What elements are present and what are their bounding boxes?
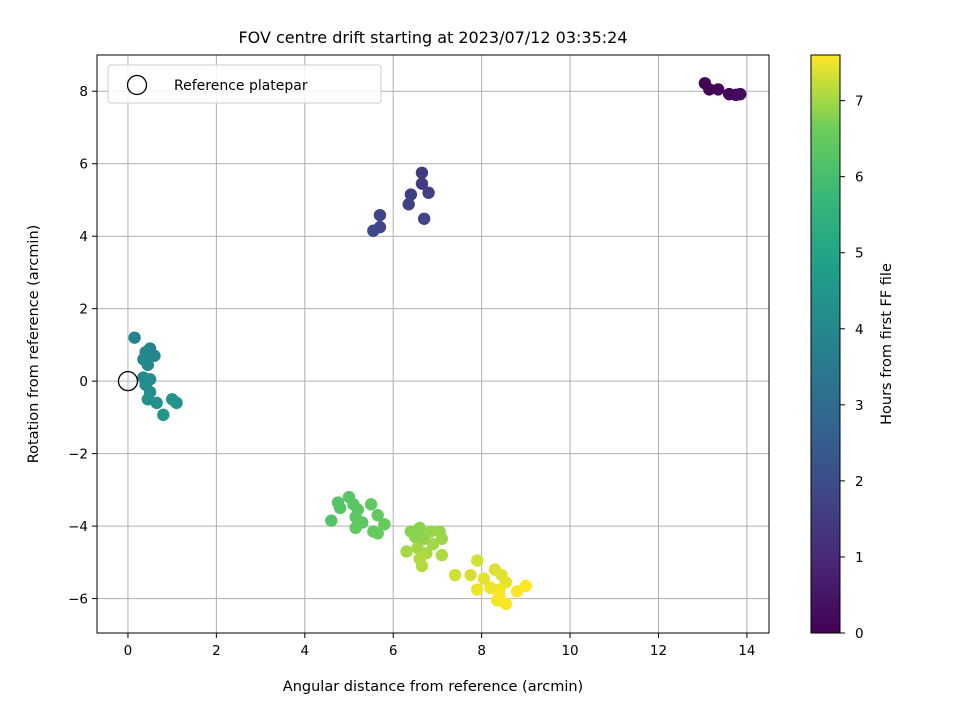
data-point — [349, 521, 362, 535]
reference-point — [117, 370, 139, 392]
x-tick-label: 4 — [300, 643, 309, 659]
data-point — [471, 583, 484, 596]
y-tick-label: 4 — [79, 229, 88, 245]
data-point — [711, 83, 725, 96]
legend: Reference platepar — [107, 64, 382, 104]
data-point — [519, 579, 533, 593]
y-axis-ticks: −6 −4 −2 0 2 4 6 8 — [68, 84, 97, 608]
colorbar-tick-label: 7 — [855, 94, 864, 110]
y-tick-label: −4 — [68, 519, 88, 535]
data-point — [477, 572, 491, 585]
data-point — [415, 166, 429, 179]
y-tick-label: 6 — [79, 157, 88, 173]
data-point — [364, 498, 378, 511]
colorbar-tick-label: 0 — [855, 626, 864, 642]
legend-box — [107, 64, 382, 104]
data-point — [157, 408, 170, 422]
x-tick-label: 2 — [212, 643, 221, 659]
data-point — [426, 538, 440, 551]
x-axis-ticks: 0 2 4 6 8 10 12 14 — [124, 633, 755, 659]
x-tick-label: 0 — [124, 643, 133, 659]
reference-marker — [117, 370, 139, 392]
x-tick-label: 8 — [477, 643, 486, 659]
y-tick-label: −2 — [68, 447, 88, 463]
data-point — [170, 396, 183, 410]
data-point — [464, 568, 477, 582]
data-point — [325, 514, 338, 527]
data-point — [373, 208, 387, 222]
plot-area-frame — [96, 54, 770, 634]
y-axis-label: Rotation from reference (arcmin) — [26, 225, 42, 464]
data-point — [424, 525, 437, 538]
legend-label: Reference platepar — [174, 78, 308, 94]
data-point — [402, 198, 415, 211]
colorbar — [810, 54, 841, 634]
x-tick-label: 10 — [561, 643, 578, 659]
data-point — [435, 548, 449, 562]
data-point — [371, 527, 384, 540]
data-point — [734, 87, 747, 101]
colorbar-ticks: 0 1 2 3 4 5 6 7 — [840, 94, 864, 642]
grid-lines — [97, 55, 769, 633]
x-tick-label: 6 — [389, 643, 398, 659]
chart-title: FOV centre drift starting at 2023/07/12 … — [238, 28, 627, 47]
data-points — [128, 77, 747, 611]
colorbar-tick-label: 3 — [855, 398, 864, 414]
data-point — [333, 501, 347, 515]
data-point — [415, 559, 429, 573]
colorbar-tick-label: 6 — [855, 170, 864, 186]
colorbar-tick-label: 1 — [855, 550, 864, 566]
data-point — [415, 177, 429, 190]
data-point — [493, 588, 506, 602]
data-point — [499, 597, 513, 611]
data-point — [378, 518, 391, 531]
data-point — [128, 331, 141, 344]
colorbar-tick-label: 5 — [855, 246, 864, 262]
data-point — [150, 396, 163, 410]
data-point — [148, 349, 161, 362]
colorbar-label: Hours from first FF file — [879, 263, 895, 425]
data-point — [400, 545, 413, 558]
colorbar-tick-label: 4 — [855, 322, 864, 338]
y-tick-label: −6 — [68, 592, 88, 608]
data-point — [471, 554, 484, 567]
data-point — [141, 358, 155, 372]
data-point — [703, 83, 716, 96]
colorbar-tick-label: 2 — [855, 474, 864, 490]
x-tick-label: 12 — [650, 643, 667, 659]
data-point — [371, 509, 384, 522]
data-point — [448, 568, 462, 582]
data-point — [422, 186, 435, 199]
x-axis-label: Angular distance from reference (arcmin) — [283, 679, 583, 695]
y-tick-label: 0 — [79, 374, 88, 390]
y-tick-label: 8 — [79, 84, 88, 100]
data-point — [417, 212, 431, 225]
data-point — [404, 188, 418, 201]
legend-marker — [126, 74, 148, 96]
data-point — [367, 224, 380, 237]
x-tick-label: 14 — [738, 643, 755, 659]
y-tick-label: 2 — [79, 302, 88, 318]
